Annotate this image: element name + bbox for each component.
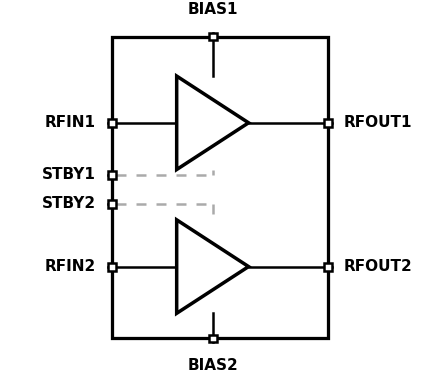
Text: STBY2: STBY2 bbox=[41, 196, 96, 211]
Bar bbox=[108, 200, 116, 208]
Bar bbox=[108, 171, 116, 179]
Text: RFOUT1: RFOUT1 bbox=[344, 115, 412, 130]
Text: RFOUT2: RFOUT2 bbox=[344, 259, 413, 274]
Bar bbox=[209, 33, 216, 40]
Text: RFIN1: RFIN1 bbox=[45, 115, 96, 130]
Bar bbox=[324, 262, 332, 270]
Text: STBY1: STBY1 bbox=[42, 167, 96, 182]
Bar bbox=[324, 119, 332, 127]
Text: BIAS1: BIAS1 bbox=[187, 2, 238, 17]
Bar bbox=[108, 119, 116, 127]
Bar bbox=[209, 334, 216, 342]
Text: BIAS2: BIAS2 bbox=[187, 358, 238, 373]
Polygon shape bbox=[177, 76, 248, 170]
Bar bbox=[112, 36, 327, 339]
Polygon shape bbox=[177, 220, 248, 313]
Bar bbox=[108, 262, 116, 270]
Text: RFIN2: RFIN2 bbox=[44, 259, 96, 274]
